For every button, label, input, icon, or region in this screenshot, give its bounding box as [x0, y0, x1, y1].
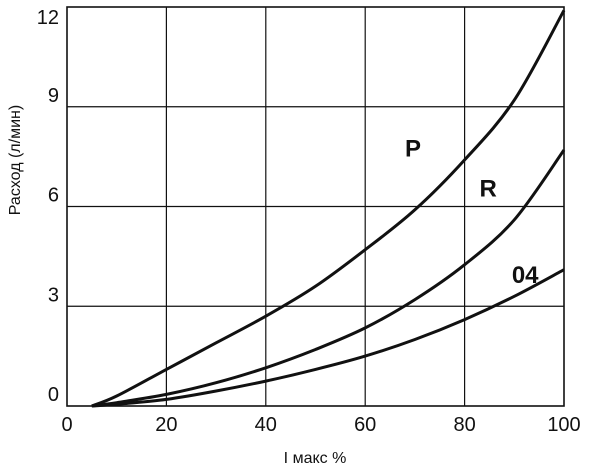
x-axis-title: I макс %	[284, 450, 347, 467]
x-tick-labels: 0 20 40 60 80 100	[61, 414, 580, 436]
x-tick-label: 0	[61, 414, 72, 436]
grid-lines	[67, 7, 564, 406]
curve-04	[91, 268, 565, 408]
y-tick-label: 12	[37, 7, 59, 29]
y-tick-label: 9	[48, 85, 59, 107]
y-tick-label: 6	[48, 185, 59, 207]
y-tick-label: 0	[48, 384, 59, 406]
y-tick-label: 3	[48, 284, 59, 306]
x-tick-label: 60	[354, 414, 376, 436]
y-axis-title: Расход (л/мин)	[7, 105, 24, 215]
curve-label-04: 04	[512, 262, 539, 289]
x-tick-label: 80	[453, 414, 475, 436]
x-tick-label: 20	[155, 414, 177, 436]
curve-p	[91, 9, 566, 408]
curve-labels: P R 04	[405, 136, 539, 289]
curve-label-r: R	[480, 176, 497, 203]
x-tick-label: 100	[547, 414, 580, 436]
curve-label-p: P	[405, 136, 421, 163]
x-tick-label: 40	[255, 414, 277, 436]
curve-r	[91, 149, 566, 408]
y-tick-labels: 0 3 6 9 12	[37, 7, 59, 406]
plot-frame	[66, 6, 565, 407]
curves	[91, 9, 566, 408]
